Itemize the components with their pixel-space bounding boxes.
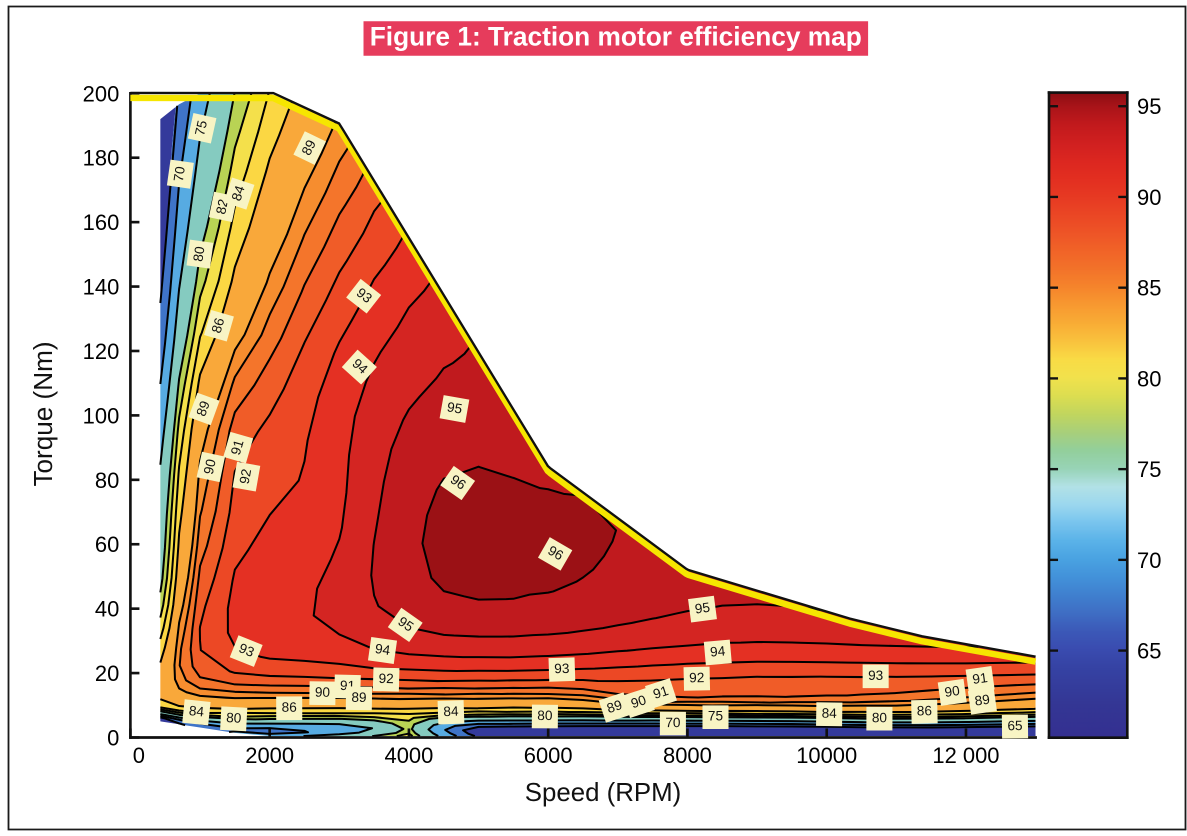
- svg-text:89: 89: [299, 138, 319, 158]
- svg-text:80: 80: [226, 710, 242, 726]
- svg-text:70: 70: [171, 165, 188, 183]
- svg-text:70: 70: [1137, 548, 1161, 573]
- svg-text:91: 91: [971, 670, 988, 687]
- svg-text:200: 200: [83, 81, 120, 106]
- svg-text:94: 94: [710, 643, 727, 659]
- svg-text:84: 84: [443, 704, 459, 720]
- svg-text:90: 90: [1137, 185, 1161, 210]
- svg-text:90: 90: [944, 683, 962, 700]
- svg-text:120: 120: [83, 339, 120, 364]
- svg-text:Speed (RPM): Speed (RPM): [525, 779, 681, 807]
- svg-text:80: 80: [191, 245, 208, 262]
- svg-text:80: 80: [872, 710, 888, 725]
- svg-text:0: 0: [107, 725, 119, 750]
- svg-text:84: 84: [188, 703, 205, 720]
- svg-text:89: 89: [605, 697, 624, 716]
- svg-text:2000: 2000: [245, 743, 294, 768]
- svg-text:93: 93: [554, 661, 570, 676]
- svg-text:95: 95: [446, 399, 464, 416]
- svg-text:90: 90: [629, 692, 648, 711]
- svg-text:84: 84: [822, 706, 838, 721]
- svg-text:65: 65: [1137, 639, 1161, 664]
- svg-text:100: 100: [83, 403, 120, 428]
- svg-text:180: 180: [83, 146, 120, 171]
- svg-text:92: 92: [689, 670, 704, 685]
- svg-text:86: 86: [209, 316, 228, 335]
- svg-text:75: 75: [1137, 457, 1161, 482]
- svg-text:95: 95: [395, 614, 416, 635]
- svg-text:89: 89: [974, 692, 991, 709]
- svg-text:12 000: 12 000: [932, 743, 999, 768]
- svg-text:86: 86: [917, 703, 932, 718]
- svg-text:80: 80: [537, 708, 553, 723]
- svg-text:95: 95: [694, 600, 711, 617]
- svg-text:80: 80: [95, 468, 119, 493]
- svg-text:40: 40: [95, 597, 119, 622]
- svg-text:75: 75: [708, 709, 723, 724]
- svg-text:85: 85: [1137, 276, 1161, 301]
- svg-text:90: 90: [315, 685, 331, 700]
- svg-text:Torque (Nm): Torque (Nm): [28, 341, 58, 486]
- svg-text:20: 20: [95, 661, 119, 686]
- svg-text:60: 60: [95, 532, 119, 557]
- svg-text:80: 80: [1137, 366, 1161, 391]
- svg-text:70: 70: [665, 715, 681, 730]
- svg-text:6000: 6000: [524, 743, 573, 768]
- svg-text:160: 160: [83, 210, 120, 235]
- svg-text:92: 92: [237, 468, 254, 486]
- svg-text:91: 91: [228, 438, 247, 457]
- svg-text:93: 93: [237, 640, 257, 660]
- svg-text:96: 96: [545, 543, 566, 564]
- svg-text:10000: 10000: [796, 743, 857, 768]
- svg-text:95: 95: [1137, 94, 1161, 119]
- svg-text:140: 140: [83, 275, 120, 300]
- svg-text:91: 91: [651, 683, 670, 702]
- svg-text:90: 90: [201, 457, 219, 475]
- svg-text:84: 84: [229, 183, 248, 202]
- svg-text:93: 93: [868, 668, 883, 683]
- svg-text:94: 94: [374, 641, 392, 658]
- svg-text:8000: 8000: [663, 743, 712, 768]
- svg-text:Figure 1: Traction motor effic: Figure 1: Traction motor efficiency map: [370, 21, 862, 51]
- svg-text:89: 89: [351, 690, 366, 705]
- svg-text:92: 92: [378, 671, 394, 686]
- svg-text:0: 0: [133, 743, 145, 768]
- svg-text:86: 86: [282, 700, 297, 715]
- svg-text:93: 93: [354, 285, 375, 306]
- svg-text:65: 65: [1007, 718, 1022, 733]
- svg-text:89: 89: [194, 399, 213, 418]
- svg-text:4000: 4000: [385, 743, 434, 768]
- svg-text:96: 96: [448, 472, 469, 493]
- svg-text:75: 75: [192, 119, 210, 137]
